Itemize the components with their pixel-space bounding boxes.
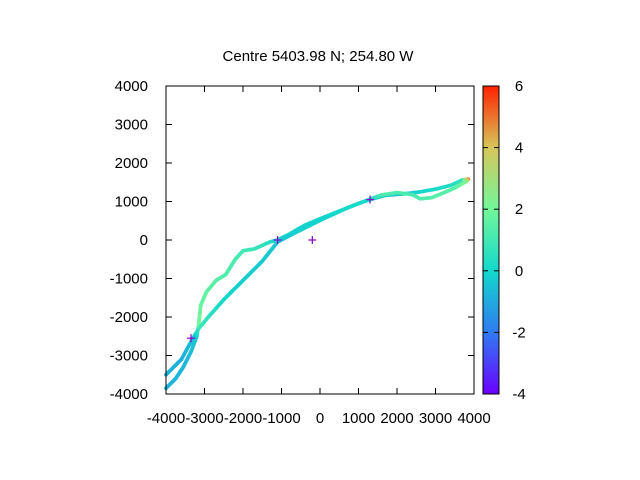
x-tick-label: 2000: [380, 410, 413, 427]
y-tick-label: 2000: [115, 155, 148, 172]
x-tick-label: 1000: [342, 410, 375, 427]
plus-marker: [273, 236, 282, 244]
colorbar-tick-label: -4: [512, 386, 525, 403]
y-tick-label: 4000: [115, 78, 148, 95]
y-tick-label: -3000: [110, 348, 148, 365]
plot-frame: [165, 85, 475, 395]
plus-marker: [308, 236, 317, 244]
colorbar: [482, 85, 500, 395]
y-axis: -4000 -3000 -2000 -1000 0 1000 2000 3000 4000: [110, 78, 474, 403]
y-tick-label: 3000: [115, 117, 148, 134]
x-tick-label: 0: [316, 410, 324, 427]
colorbar-tick-label: -2: [512, 324, 525, 341]
x-tick-label: -3000: [185, 410, 223, 427]
x-tick-label: -2000: [224, 410, 262, 427]
plus-marker: [187, 334, 196, 343]
chart-title: Centre 5403.98 N; 254.80 W: [223, 48, 415, 65]
marker-layer: [187, 195, 375, 343]
x-tick-label: 3000: [419, 410, 452, 427]
colorbar-tick-label: 0: [515, 263, 523, 280]
data-layer: [164, 177, 471, 391]
x-tick-label: -4000: [147, 410, 185, 427]
y-tick-label: 1000: [115, 194, 148, 211]
y-tick-label: -1000: [110, 271, 148, 288]
y-tick-label: 0: [140, 232, 148, 249]
y-tick-label: -2000: [110, 309, 148, 326]
colorbar-axis: -4 -2 0 2 4 6: [483, 78, 526, 403]
x-tick-label: -1000: [262, 410, 300, 427]
colorbar-tick-label: 4: [515, 140, 523, 157]
x-tick-label: 4000: [457, 410, 490, 427]
x-axis: -4000 -3000 -2000 -1000 0 1000 2000 3000 4000: [147, 86, 491, 427]
colorbar-tick-label: 6: [515, 78, 523, 95]
colorbar-tick-label: 2: [515, 201, 523, 218]
y-tick-label: -4000: [110, 386, 148, 403]
plus-marker: [366, 195, 375, 204]
